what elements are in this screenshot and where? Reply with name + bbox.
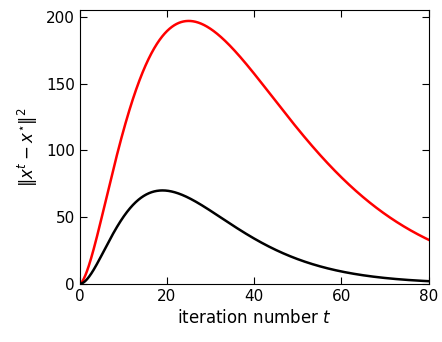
X-axis label: iteration number $t$: iteration number $t$: [177, 309, 332, 327]
Y-axis label: $\|x^t - x^{\star}\|^2$: $\|x^t - x^{\star}\|^2$: [16, 107, 40, 187]
